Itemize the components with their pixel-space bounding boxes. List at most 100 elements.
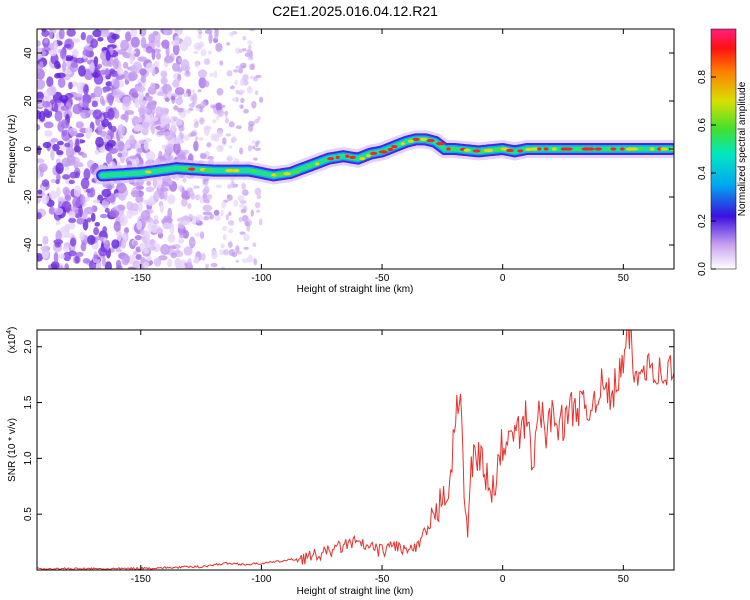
noise-speckle: [213, 70, 218, 79]
noise-speckle: [43, 108, 48, 114]
spectrogram-y-tick-label: 20: [23, 95, 34, 107]
noise-speckle: [120, 114, 128, 121]
noise-speckle: [109, 68, 116, 75]
noise-speckle: [149, 238, 155, 247]
noise-speckle: [43, 38, 49, 44]
noise-speckle: [198, 137, 205, 141]
colorbar-tick-label: 0.2: [697, 214, 708, 228]
noise-speckle: [53, 207, 64, 216]
noise-speckle: [202, 204, 213, 212]
noise-speckle: [177, 68, 183, 73]
noise-speckle: [92, 109, 103, 120]
noise-speckle: [79, 194, 86, 206]
noise-speckle: [222, 249, 229, 256]
noise-speckle: [130, 190, 140, 198]
noise-speckle: [153, 257, 162, 267]
noise-speckle: [238, 204, 246, 208]
spectrogram-x-tick-label: 50: [618, 273, 630, 284]
spectrogram-y-tick-label: -40: [23, 237, 34, 252]
noise-speckle: [48, 190, 58, 200]
noise-speckle: [258, 96, 264, 103]
noise-speckle: [180, 198, 188, 207]
noise-speckle: [235, 259, 240, 263]
noise-speckle: [252, 145, 256, 150]
noise-speckle: [115, 73, 125, 80]
noise-speckle: [199, 117, 205, 125]
noise-speckle: [39, 166, 44, 178]
ridge-peak: [225, 169, 235, 173]
noise-speckle: [64, 142, 71, 148]
noise-speckle: [109, 209, 120, 218]
noise-speckle: [146, 241, 151, 249]
noise-speckle: [222, 234, 227, 241]
noise-speckle: [101, 256, 107, 267]
noise-speckle: [118, 185, 128, 193]
noise-speckle: [105, 67, 110, 77]
noise-speckle: [254, 147, 262, 151]
noise-speckle: [160, 70, 168, 78]
noise-speckle: [172, 79, 180, 88]
noise-speckle: [69, 171, 78, 179]
noise-speckle: [228, 211, 232, 216]
noise-speckle: [75, 93, 82, 98]
spectrogram-y-tick-label: -20: [23, 189, 34, 204]
noise-speckle: [151, 48, 156, 60]
noise-speckle: [252, 157, 258, 161]
ridge-peak: [472, 149, 481, 153]
noise-speckle: [117, 230, 122, 242]
noise-speckle: [68, 81, 73, 90]
noise-speckle: [160, 114, 171, 126]
noise-speckle: [55, 179, 60, 185]
noise-speckle: [187, 203, 192, 209]
noise-speckle: [178, 131, 183, 139]
noise-speckle: [106, 139, 117, 148]
noise-speckle: [59, 95, 69, 103]
noise-speckle: [212, 118, 217, 124]
ridge-peak: [407, 139, 414, 143]
noise-speckle: [183, 134, 190, 141]
noise-speckle: [113, 78, 120, 90]
noise-speckle: [105, 50, 111, 62]
noise-speckle: [203, 215, 209, 221]
noise-speckle: [208, 50, 212, 55]
noise-speckle: [197, 89, 202, 93]
noise-speckle: [182, 152, 187, 160]
noise-speckle: [256, 194, 262, 200]
noise-speckle: [90, 38, 99, 49]
noise-speckle: [249, 63, 255, 71]
noise-speckle: [72, 38, 81, 43]
noise-speckle: [41, 179, 50, 187]
noise-speckle: [78, 206, 83, 218]
noise-speckle: [68, 217, 77, 224]
ridge-peak: [606, 147, 612, 151]
noise-speckle: [42, 100, 51, 108]
noise-speckle: [98, 246, 108, 257]
noise-speckle: [120, 239, 126, 249]
noise-speckle: [165, 143, 176, 154]
noise-speckle: [60, 105, 70, 112]
noise-speckle: [93, 254, 99, 260]
ridge-peak: [493, 148, 503, 152]
noise-speckle: [82, 49, 90, 56]
noise-speckle: [162, 222, 171, 230]
noise-speckle: [78, 65, 86, 77]
noise-speckle: [48, 206, 56, 215]
noise-speckle: [256, 209, 261, 213]
noise-speckle: [146, 181, 152, 186]
noise-speckle: [145, 62, 155, 73]
ridge-peak: [412, 137, 420, 141]
noise-speckle: [124, 110, 135, 115]
noise-speckle: [170, 95, 176, 101]
noise-speckle: [228, 121, 235, 128]
noise-speckle: [224, 110, 228, 118]
noise-speckle: [99, 69, 107, 76]
noise-speckle: [227, 220, 235, 226]
noise-speckle: [242, 189, 249, 196]
ridge-peak: [463, 148, 471, 152]
noise-speckle: [132, 61, 143, 74]
noise-speckle: [74, 255, 80, 264]
ridge-peak: [283, 172, 292, 176]
noise-speckle: [134, 97, 140, 109]
noise-speckle: [137, 105, 148, 115]
noise-speckle: [101, 99, 106, 107]
